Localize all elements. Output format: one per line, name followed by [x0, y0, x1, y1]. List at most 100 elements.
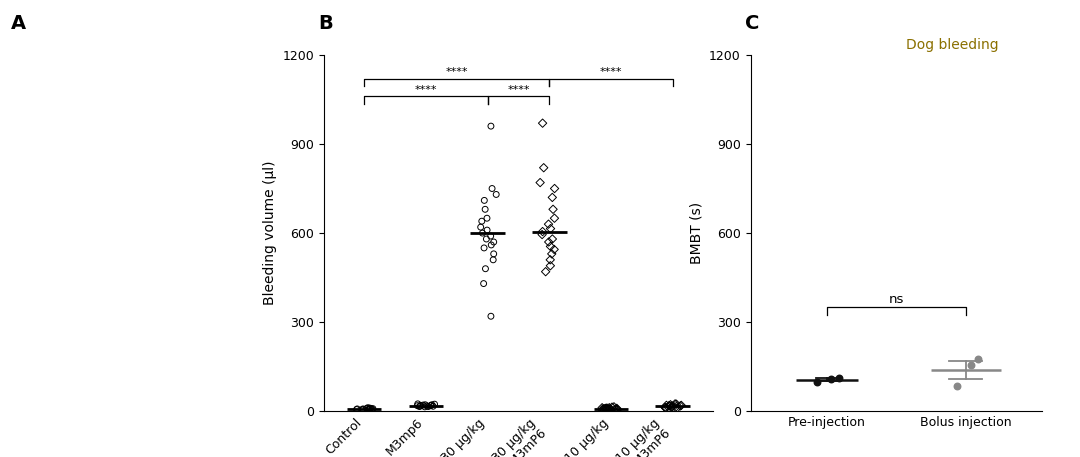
- Point: [413, 402, 430, 409]
- Point: [663, 404, 680, 411]
- Point: [596, 405, 613, 412]
- Point: [475, 280, 492, 287]
- Point: [423, 401, 441, 409]
- Point: [542, 243, 559, 250]
- Point: [542, 225, 559, 232]
- Point: [482, 232, 499, 239]
- Point: [823, 376, 840, 383]
- Point: [594, 405, 611, 413]
- Point: [540, 220, 557, 228]
- Point: [476, 265, 494, 272]
- Point: [409, 400, 427, 408]
- Text: ****: ****: [445, 67, 468, 77]
- Point: [354, 405, 372, 413]
- Point: [420, 403, 437, 410]
- Point: [970, 356, 987, 363]
- Point: [673, 402, 690, 409]
- Y-axis label: Bleeding volume (μl): Bleeding volume (μl): [262, 161, 276, 305]
- Point: [608, 406, 625, 413]
- Point: [809, 378, 826, 385]
- Point: [485, 239, 502, 246]
- Point: [609, 406, 626, 413]
- Point: [543, 235, 561, 243]
- Point: [595, 405, 612, 413]
- Point: [360, 404, 377, 411]
- Point: [664, 402, 681, 409]
- Point: [663, 403, 680, 410]
- Point: [483, 241, 500, 249]
- Point: [348, 406, 365, 413]
- Point: [534, 231, 551, 238]
- Text: A: A: [11, 14, 26, 33]
- Point: [474, 229, 491, 237]
- Text: ****: ****: [599, 67, 622, 77]
- Point: [666, 400, 684, 408]
- Point: [543, 250, 561, 258]
- Point: [667, 403, 685, 410]
- Text: ****: ****: [508, 85, 529, 95]
- Point: [544, 206, 562, 213]
- Text: ****: ****: [415, 85, 437, 95]
- Point: [349, 405, 366, 413]
- Point: [534, 228, 551, 235]
- Point: [478, 214, 496, 222]
- Point: [545, 246, 563, 253]
- Point: [606, 406, 623, 414]
- Point: [476, 206, 494, 213]
- Point: [485, 250, 502, 258]
- Point: [949, 383, 967, 390]
- Point: [542, 262, 559, 270]
- Point: [353, 406, 370, 414]
- Point: [362, 405, 379, 412]
- Point: [422, 402, 440, 409]
- Point: [411, 402, 429, 409]
- Text: Dog bleeding: Dog bleeding: [906, 38, 999, 52]
- Point: [473, 218, 490, 225]
- Point: [475, 197, 492, 204]
- Point: [658, 402, 675, 409]
- Point: [602, 405, 619, 413]
- Point: [424, 403, 442, 410]
- Point: [667, 400, 685, 408]
- Point: [660, 402, 677, 409]
- Point: [415, 401, 432, 409]
- Point: [359, 405, 376, 412]
- Point: [483, 313, 500, 320]
- Point: [408, 402, 426, 409]
- Point: [487, 191, 504, 198]
- Point: [962, 361, 980, 369]
- Point: [426, 400, 443, 408]
- Point: [597, 405, 615, 412]
- Text: C: C: [745, 14, 759, 33]
- Point: [600, 404, 618, 411]
- Point: [535, 164, 552, 171]
- Point: [597, 405, 615, 412]
- Point: [543, 194, 561, 201]
- Point: [354, 406, 372, 413]
- Point: [540, 239, 557, 246]
- Point: [361, 404, 378, 412]
- Point: [604, 404, 621, 411]
- Point: [658, 404, 675, 411]
- Point: [363, 405, 380, 413]
- Point: [364, 405, 381, 412]
- Point: [661, 403, 678, 410]
- Point: [662, 401, 679, 409]
- Point: [422, 402, 440, 409]
- Point: [362, 405, 379, 412]
- Point: [416, 403, 433, 410]
- Point: [472, 223, 489, 231]
- Point: [483, 122, 500, 130]
- Point: [594, 406, 611, 414]
- Point: [598, 405, 616, 413]
- Point: [672, 402, 689, 409]
- Point: [537, 268, 554, 275]
- Point: [475, 244, 492, 251]
- Point: [594, 404, 611, 411]
- Point: [410, 403, 428, 410]
- Point: [605, 403, 622, 410]
- Point: [657, 404, 674, 412]
- Point: [417, 401, 434, 409]
- Point: [831, 374, 848, 382]
- Point: [669, 405, 686, 412]
